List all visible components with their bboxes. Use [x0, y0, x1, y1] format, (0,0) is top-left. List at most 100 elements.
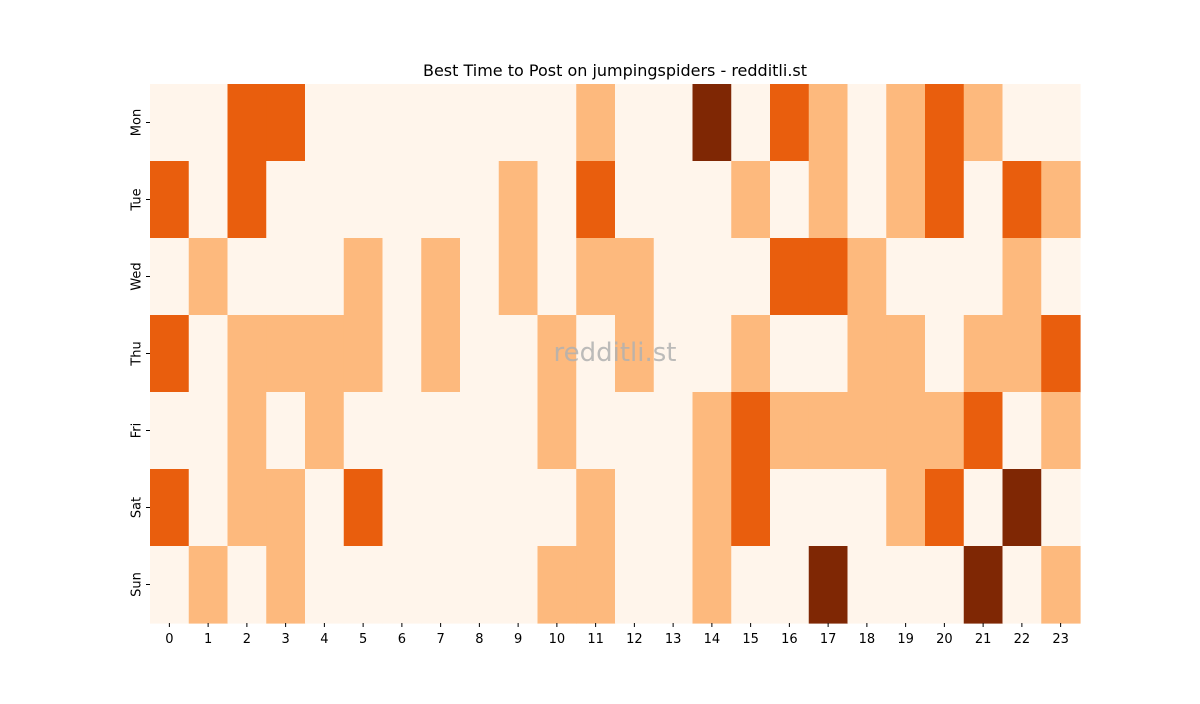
heatmap-cell-fri-7: [421, 392, 461, 470]
x-tick-label: 4: [320, 632, 328, 647]
heatmap-cell-sat-1: [188, 469, 229, 547]
heatmap-cell-sat-5: [343, 469, 384, 547]
watermark-text: redditli.st: [554, 338, 677, 368]
x-tick-label: 20: [936, 632, 953, 647]
heatmap-cell-fri-10: [537, 392, 577, 470]
heatmap-cell-thu-17: [808, 315, 849, 393]
x-tick-label: 5: [359, 632, 367, 647]
x-tick-label: 14: [704, 632, 721, 647]
heatmap-cell-tue-21: [963, 161, 1004, 239]
x-tick-label: 11: [587, 632, 604, 647]
heatmap-cell-thu-5: [343, 315, 384, 393]
heatmap-cell-mon-15: [731, 84, 771, 162]
heatmap-cell-mon-18: [847, 84, 887, 162]
heatmap-cell-fri-16: [770, 392, 810, 470]
heatmap-cell-sat-15: [731, 469, 771, 547]
heatmap-cell-sun-8: [460, 546, 500, 624]
heatmap-cell-mon-21: [963, 84, 1004, 162]
heatmap-cell-tue-6: [382, 161, 422, 239]
heatmap-cell-fri-4: [305, 392, 345, 470]
heatmap-cell-sun-20: [925, 546, 965, 624]
heatmap-cell-fri-5: [343, 392, 384, 470]
heatmap-cell-mon-3: [266, 84, 306, 162]
heatmap-cell-tue-14: [692, 161, 732, 239]
heatmap-cell-sun-11: [576, 546, 616, 624]
heatmap-cell-sat-7: [421, 469, 461, 547]
heatmap-cell-tue-7: [421, 161, 461, 239]
heatmap-cell-sat-13: [653, 469, 694, 547]
heatmap-cell-thu-18: [847, 315, 887, 393]
x-axis: 0 1 2 3 4 5 6 7 8 9 10 11 12 13 14 15 16 17 18 19 20 21 22 23: [165, 623, 1069, 647]
heatmap-cell-tue-8: [460, 161, 500, 239]
heatmap-cell-wed-9: [498, 238, 539, 316]
heatmap-cell-sat-11: [576, 469, 616, 547]
y-tick-label: Mon: [130, 109, 145, 136]
x-tick-label: 16: [781, 632, 798, 647]
heatmap-cell-sat-4: [305, 469, 345, 547]
heatmap-cell-fri-18: [847, 392, 887, 470]
heatmap-cell-mon-17: [808, 84, 849, 162]
heatmap-cell-mon-20: [925, 84, 965, 162]
heatmap-cell-mon-23: [1041, 84, 1081, 162]
heatmap-cell-sun-21: [963, 546, 1004, 624]
heatmap-cell-wed-7: [421, 238, 461, 316]
x-tick-label: 8: [475, 632, 483, 647]
heatmap-cell-sat-22: [1002, 469, 1042, 547]
heatmap-cell-thu-21: [963, 315, 1004, 393]
heatmap-cell-thu-20: [925, 315, 965, 393]
heatmap-cell-sat-20: [925, 469, 965, 547]
heatmap-cell-fri-1: [188, 392, 229, 470]
heatmap-cell-mon-7: [421, 84, 461, 162]
heatmap-cell-wed-11: [576, 238, 616, 316]
heatmap-cell-fri-11: [576, 392, 616, 470]
heatmap-cell-sun-7: [421, 546, 461, 624]
x-tick-label: 7: [436, 632, 444, 647]
heatmap-cell-fri-9: [498, 392, 539, 470]
heatmap-cell-wed-14: [692, 238, 732, 316]
heatmap-cell-tue-17: [808, 161, 849, 239]
heatmap-cell-wed-13: [653, 238, 694, 316]
heatmap-cell-sun-23: [1041, 546, 1081, 624]
x-tick-label: 13: [665, 632, 682, 647]
heatmap-cell-sun-4: [305, 546, 345, 624]
chart-title: Best Time to Post on jumpingspiders - re…: [423, 61, 807, 80]
heatmap-cell-mon-0: [150, 84, 190, 162]
heatmap-cell-fri-15: [731, 392, 771, 470]
heatmap-cell-thu-13: [653, 315, 694, 393]
y-tick-label: Sat: [130, 497, 145, 518]
heatmap-cell-fri-21: [963, 392, 1004, 470]
heatmap-cell-mon-4: [305, 84, 345, 162]
heatmap-cell-sun-16: [770, 546, 810, 624]
heatmap-cell-wed-21: [963, 238, 1004, 316]
heatmap-cell-fri-23: [1041, 392, 1081, 470]
heatmap-cell-thu-1: [188, 315, 229, 393]
heatmap-cell-mon-11: [576, 84, 616, 162]
heatmap-cell-tue-0: [150, 161, 190, 239]
heatmap-cell-fri-8: [460, 392, 500, 470]
heatmap-cell-tue-3: [266, 161, 306, 239]
x-tick-label: 1: [204, 632, 212, 647]
heatmap-cell-sun-1: [188, 546, 229, 624]
heatmap-cell-tue-1: [188, 161, 229, 239]
heatmap-cell-wed-19: [886, 238, 926, 316]
heatmap-cell-sat-17: [808, 469, 849, 547]
heatmap-cell-fri-0: [150, 392, 190, 470]
heatmap-cell-mon-9: [498, 84, 539, 162]
heatmap-cell-fri-12: [615, 392, 655, 470]
heatmap-cell-tue-16: [770, 161, 810, 239]
heatmap-cell-wed-1: [188, 238, 229, 316]
x-tick-label: 9: [514, 632, 522, 647]
heatmap-cell-tue-2: [227, 161, 267, 239]
y-tick-label: Wed: [130, 262, 145, 290]
heatmap-cell-mon-16: [770, 84, 810, 162]
heatmap-cell-sun-15: [731, 546, 771, 624]
heatmap-cell-tue-22: [1002, 161, 1042, 239]
heatmap-cell-sat-9: [498, 469, 539, 547]
heatmap-cell-sat-19: [886, 469, 926, 547]
heatmap-cell-wed-16: [770, 238, 810, 316]
heatmap-cell-wed-18: [847, 238, 887, 316]
y-tick-label: Fri: [130, 423, 145, 439]
heatmap-cell-sat-3: [266, 469, 306, 547]
heatmap-cell-sat-12: [615, 469, 655, 547]
